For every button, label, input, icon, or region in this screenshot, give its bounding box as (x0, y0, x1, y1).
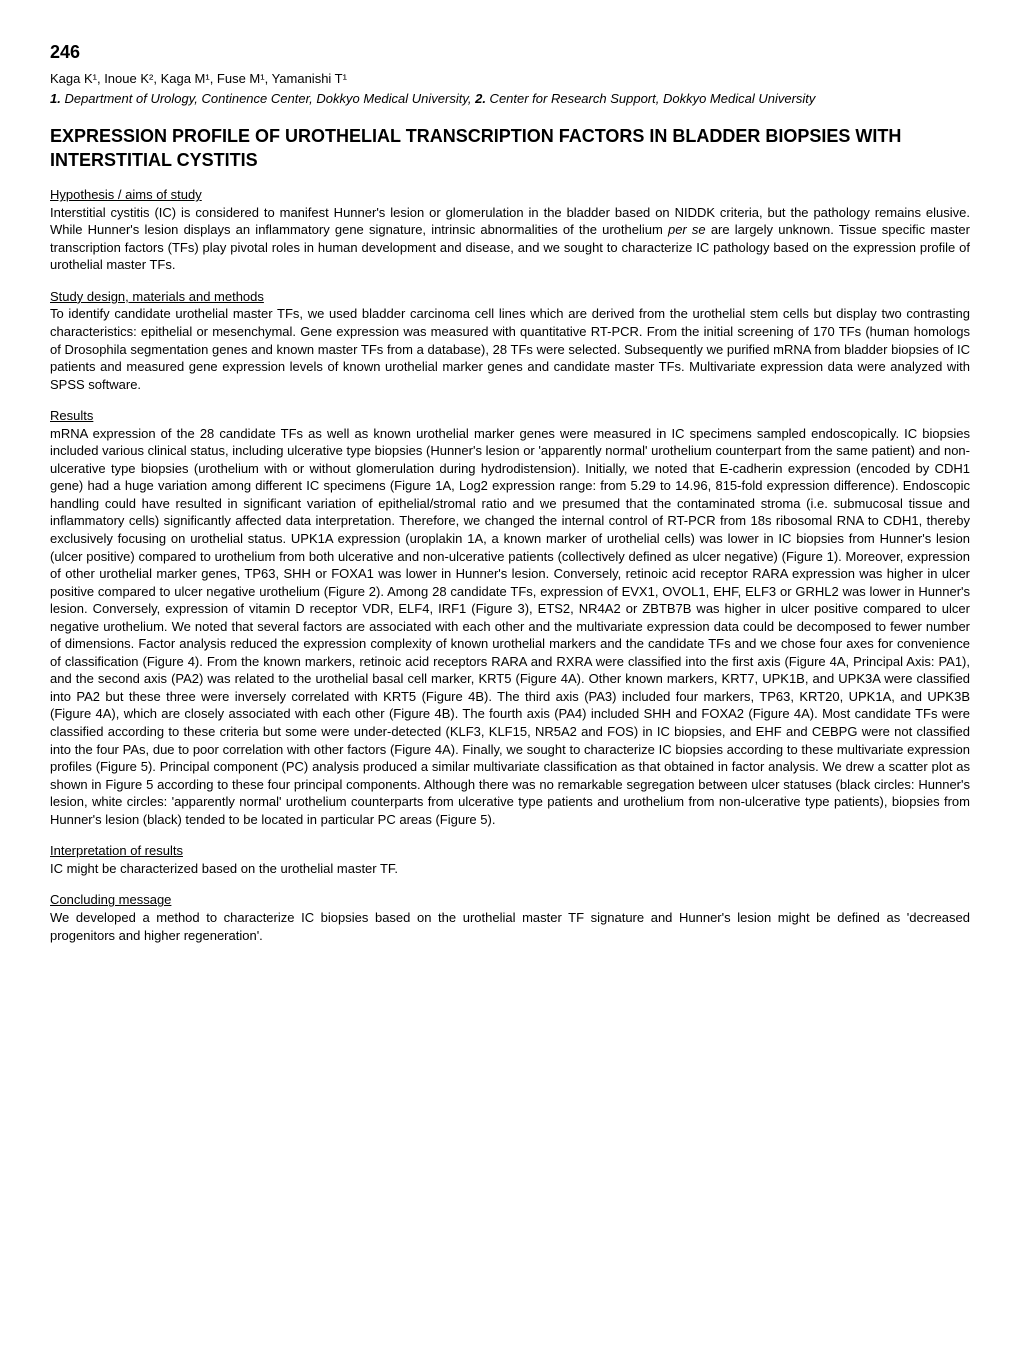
authors-line: Kaga K¹, Inoue K², Kaga M¹, Fuse M¹, Yam… (50, 70, 970, 88)
section-body-results: mRNA expression of the 28 candidate TFs … (50, 425, 970, 829)
section-body-interpretation: IC might be characterized based on the u… (50, 860, 970, 878)
section-body-study-design: To identify candidate urothelial master … (50, 305, 970, 393)
section-heading-interpretation: Interpretation of results (50, 842, 970, 860)
section-heading-hypothesis: Hypothesis / aims of study (50, 186, 970, 204)
paper-title: EXPRESSION PROFILE OF UROTHELIAL TRANSCR… (50, 125, 970, 172)
section-heading-study-design: Study design, materials and methods (50, 288, 970, 306)
affil-2-text: Center for Research Support, Dokkyo Medi… (486, 91, 815, 106)
page-number: 246 (50, 40, 970, 64)
section-body-concluding: We developed a method to characterize IC… (50, 909, 970, 944)
section-heading-results: Results (50, 407, 970, 425)
affil-2-num: 2. (475, 91, 486, 106)
affil-1-num: 1. (50, 91, 61, 106)
section-body-hypothesis: Interstitial cystitis (IC) is considered… (50, 204, 970, 274)
section-heading-concluding: Concluding message (50, 891, 970, 909)
hypothesis-em: per se (668, 222, 706, 237)
affiliations: 1. Department of Urology, Continence Cen… (50, 90, 970, 108)
affil-1-text: Department of Urology, Continence Center… (61, 91, 475, 106)
